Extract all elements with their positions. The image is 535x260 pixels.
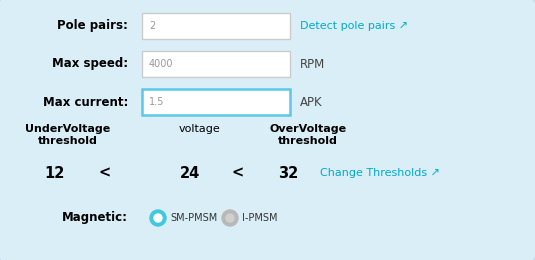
Text: SM-PMSM: SM-PMSM [170, 213, 217, 223]
Circle shape [226, 214, 234, 222]
FancyBboxPatch shape [142, 13, 290, 39]
Text: Magnetic:: Magnetic: [62, 211, 128, 224]
Text: 4000: 4000 [149, 59, 173, 69]
FancyBboxPatch shape [142, 51, 290, 77]
Text: 24: 24 [180, 166, 200, 180]
Text: Max speed:: Max speed: [52, 57, 128, 70]
Text: UnderVoltage
threshold: UnderVoltage threshold [25, 124, 111, 146]
Text: <: < [99, 166, 111, 180]
Circle shape [150, 210, 166, 226]
Text: Pole pairs:: Pole pairs: [57, 20, 128, 32]
Text: Detect pole pairs ↗: Detect pole pairs ↗ [300, 21, 408, 31]
Text: Max current:: Max current: [43, 95, 128, 108]
Text: 12: 12 [45, 166, 65, 180]
Text: RPM: RPM [300, 57, 325, 70]
Text: 1.5: 1.5 [149, 97, 164, 107]
Circle shape [222, 210, 238, 226]
Text: Change Thresholds ↗: Change Thresholds ↗ [320, 168, 440, 178]
Text: 32: 32 [278, 166, 298, 180]
Text: I-PMSM: I-PMSM [242, 213, 278, 223]
Text: voltage: voltage [179, 124, 221, 134]
Text: 2: 2 [149, 21, 155, 31]
Circle shape [154, 214, 162, 222]
Text: APK: APK [300, 95, 323, 108]
Text: <: < [232, 166, 244, 180]
FancyBboxPatch shape [142, 89, 290, 115]
Text: OverVoltage
threshold: OverVoltage threshold [270, 124, 347, 146]
